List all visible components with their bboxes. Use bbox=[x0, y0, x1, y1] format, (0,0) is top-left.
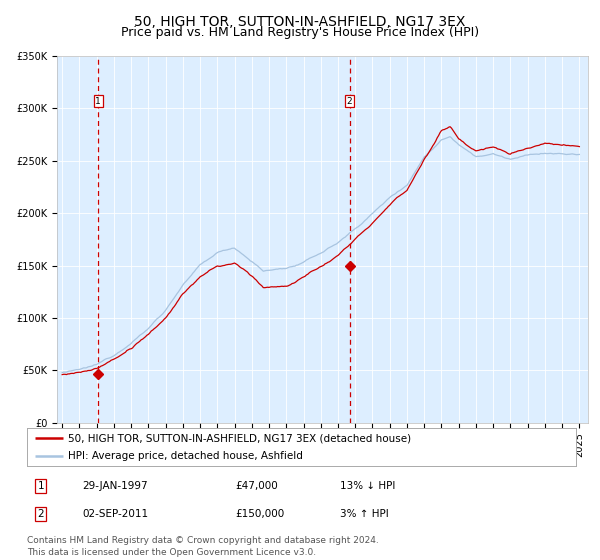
Text: 13% ↓ HPI: 13% ↓ HPI bbox=[340, 481, 395, 491]
Text: 1: 1 bbox=[37, 481, 44, 491]
Text: 3% ↑ HPI: 3% ↑ HPI bbox=[340, 509, 389, 519]
Text: 1: 1 bbox=[95, 96, 101, 106]
Text: 29-JAN-1997: 29-JAN-1997 bbox=[82, 481, 148, 491]
Text: 02-SEP-2011: 02-SEP-2011 bbox=[82, 509, 148, 519]
Text: Contains HM Land Registry data © Crown copyright and database right 2024.
This d: Contains HM Land Registry data © Crown c… bbox=[27, 536, 379, 557]
Text: 50, HIGH TOR, SUTTON-IN-ASHFIELD, NG17 3EX (detached house): 50, HIGH TOR, SUTTON-IN-ASHFIELD, NG17 3… bbox=[68, 433, 412, 443]
Text: £150,000: £150,000 bbox=[236, 509, 285, 519]
Text: 2: 2 bbox=[347, 96, 352, 106]
Text: £47,000: £47,000 bbox=[236, 481, 278, 491]
Text: 50, HIGH TOR, SUTTON-IN-ASHFIELD, NG17 3EX: 50, HIGH TOR, SUTTON-IN-ASHFIELD, NG17 3… bbox=[134, 15, 466, 29]
Text: 2: 2 bbox=[37, 509, 44, 519]
Text: Price paid vs. HM Land Registry's House Price Index (HPI): Price paid vs. HM Land Registry's House … bbox=[121, 26, 479, 39]
Text: HPI: Average price, detached house, Ashfield: HPI: Average price, detached house, Ashf… bbox=[68, 451, 303, 461]
